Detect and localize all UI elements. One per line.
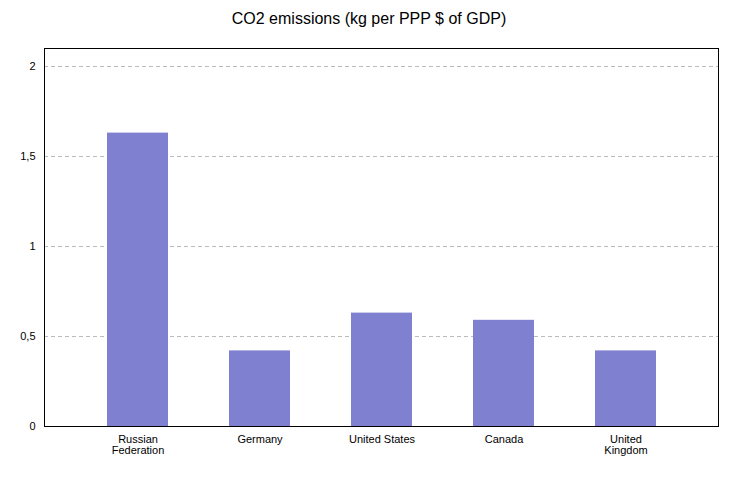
svg-text:2: 2 <box>29 60 35 72</box>
svg-text:0: 0 <box>29 420 35 432</box>
html-text:CO2 emissions (kg per PPP $ of: CO2 emissions (kg per PPP $ of GDP) <box>231 10 507 27</box>
svg-text:UnitedKingdom: UnitedKingdom <box>604 433 647 456</box>
svg-text:United States: United States <box>349 433 416 445</box>
svg-text:Germany: Germany <box>237 433 283 445</box>
svg-text:1,5: 1,5 <box>20 150 35 162</box>
svg-text:RussianFederation: RussianFederation <box>112 433 165 456</box>
svg-text:Canada: Canada <box>485 433 524 445</box>
svg-text:1: 1 <box>29 240 35 252</box>
svg-text:0,5: 0,5 <box>20 330 35 342</box>
